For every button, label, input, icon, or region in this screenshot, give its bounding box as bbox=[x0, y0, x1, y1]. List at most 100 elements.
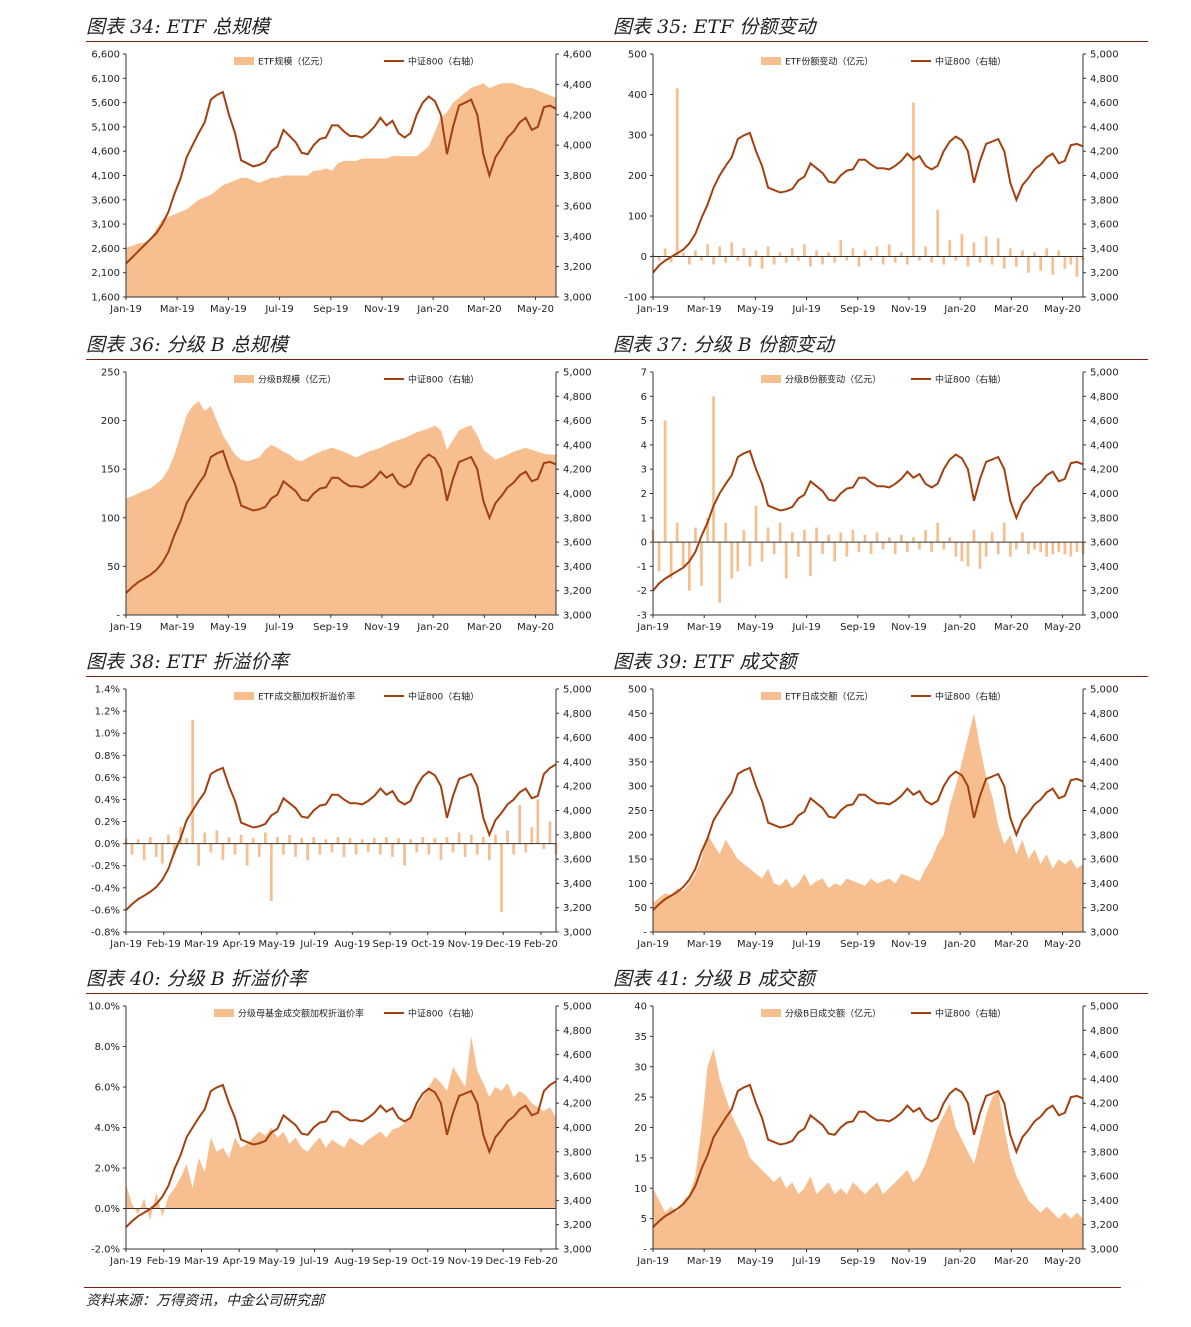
x-tick-label: May-19 bbox=[210, 304, 247, 315]
bar-mark bbox=[724, 522, 727, 543]
left-tick-label: 4,100 bbox=[91, 171, 120, 182]
left-tick-label: 15 bbox=[634, 1153, 647, 1164]
right-tick-label: 3,600 bbox=[1090, 220, 1119, 231]
right-tick-label: 4,800 bbox=[563, 392, 592, 403]
x-tick-label: Feb-20 bbox=[524, 939, 558, 950]
bar-mark bbox=[270, 843, 273, 901]
x-tick-label: May-19 bbox=[737, 304, 774, 315]
x-tick-label: May-19 bbox=[737, 1256, 774, 1267]
bar-mark bbox=[142, 843, 146, 861]
x-tick-label: Sep-19 bbox=[372, 939, 407, 950]
left-tick-label: -0.4% bbox=[91, 883, 120, 894]
title-rule bbox=[86, 676, 621, 677]
bar-mark bbox=[803, 529, 806, 543]
bar-mark bbox=[233, 843, 237, 855]
bar-mark bbox=[1045, 248, 1048, 257]
chart-panel-34: 图表 34: ETF 总规模 1,600 2,100 2,600 3,100 3,600… bbox=[86, 14, 621, 326]
bar-mark bbox=[130, 843, 134, 855]
x-tick-label: Jan-19 bbox=[636, 939, 669, 950]
bar-mark bbox=[681, 542, 685, 567]
x-tick-label: Aug-19 bbox=[334, 1256, 370, 1267]
bar-mark bbox=[536, 799, 540, 844]
bar-mark bbox=[366, 843, 370, 853]
left-tick-label: 10.0% bbox=[88, 1002, 120, 1013]
x-tick-label: Jul-19 bbox=[299, 939, 328, 950]
bar-mark bbox=[324, 839, 328, 844]
right-tick-label: 4,400 bbox=[563, 80, 592, 91]
bar-mark bbox=[264, 832, 267, 844]
chart-panel-38: 图表 38: ETF 折溢价率 -0.8% -0.6% -0.4% -0.2% 0.0%… bbox=[86, 649, 621, 961]
bar-mark bbox=[942, 256, 946, 265]
right-tick-label: 3,800 bbox=[563, 171, 592, 182]
bar-mark bbox=[784, 256, 788, 263]
bar-mark bbox=[421, 837, 425, 844]
right-tick-label: 4,000 bbox=[1090, 1123, 1119, 1134]
bar-mark bbox=[863, 534, 867, 543]
bar-mark bbox=[276, 837, 279, 844]
bar-mark bbox=[1033, 252, 1036, 257]
x-tick-label: Nov-19 bbox=[364, 622, 400, 633]
bar-mark bbox=[966, 542, 970, 567]
chart-title: 图表 36: 分级 B 总规模 bbox=[86, 334, 288, 356]
bar-mark bbox=[791, 532, 794, 543]
bar-mark bbox=[1002, 256, 1006, 269]
legend-swatch-bar bbox=[761, 692, 781, 700]
left-tick-label: -0.6% bbox=[91, 905, 120, 916]
bar-mark bbox=[148, 837, 152, 844]
bar-mark bbox=[706, 517, 709, 543]
x-tick-label: Sep-19 bbox=[372, 1256, 407, 1267]
right-tick-label: 3,200 bbox=[1090, 268, 1119, 279]
x-tick-label: Mar-19 bbox=[160, 304, 195, 315]
bar-mark bbox=[373, 838, 376, 844]
legend-label-bar: ETF规模（亿元） bbox=[258, 56, 328, 68]
left-tick-label: 0 bbox=[641, 538, 647, 549]
bar-mark bbox=[379, 843, 382, 855]
bar-mark bbox=[845, 256, 849, 261]
bar-mark bbox=[688, 542, 691, 591]
bar-mark bbox=[1009, 542, 1012, 557]
chart-etf-premium: -0.8% -0.6% -0.4% -0.2% 0.0% 0.2% 0.4% 0.6% 0.8%… bbox=[91, 685, 592, 951]
index-line bbox=[652, 766, 1084, 911]
bar-mark bbox=[996, 238, 1000, 257]
bar-mark bbox=[203, 832, 207, 844]
right-tick-label: 4,200 bbox=[563, 782, 592, 793]
x-tick-label: Mar-19 bbox=[687, 622, 722, 633]
right-tick-label: 3,200 bbox=[563, 903, 592, 914]
right-tick-label: 3,400 bbox=[1090, 1196, 1119, 1207]
x-tick-label: Mar-20 bbox=[994, 1256, 1029, 1267]
bar-mark bbox=[694, 250, 697, 257]
bar-mark bbox=[724, 256, 727, 263]
bar-mark bbox=[191, 719, 194, 844]
left-tick-label: - bbox=[643, 928, 647, 939]
bar-mark bbox=[863, 250, 867, 257]
bar-mark bbox=[881, 256, 885, 265]
bar-mark bbox=[857, 256, 861, 267]
bar-mark bbox=[385, 837, 388, 844]
bar-mark bbox=[772, 542, 776, 555]
chart-panel-37: 图表 37: 分级 B 份额变动 -3 -2 -1 0 1 2 3 4 5 6 7 3,000 3,20… bbox=[613, 332, 1148, 644]
x-tick-label: Aug-19 bbox=[334, 939, 370, 950]
right-tick-label: 4,800 bbox=[563, 709, 592, 720]
right-tick-label: 3,800 bbox=[563, 1147, 592, 1158]
legend-label-bar: 分级B日成交额（亿元） bbox=[785, 1008, 881, 1020]
x-tick-label: Nov-19 bbox=[891, 304, 927, 315]
right-tick-label: 3,200 bbox=[1090, 903, 1119, 914]
bar-mark bbox=[161, 843, 164, 864]
bar-mark bbox=[173, 843, 176, 855]
left-tick-label: 4 bbox=[641, 440, 647, 451]
bar-mark bbox=[851, 248, 855, 257]
x-tick-label: Mar-20 bbox=[467, 304, 502, 315]
bar-mark bbox=[900, 252, 903, 257]
right-tick-label: 4,200 bbox=[563, 110, 592, 121]
chart-b-share-change: -3 -2 -1 0 1 2 3 4 5 6 7 3,000 3,200 3,400 3,600 3,800 4… bbox=[636, 368, 1119, 634]
bar-mark bbox=[215, 830, 219, 844]
area-mark bbox=[126, 83, 556, 297]
bar-mark bbox=[712, 396, 715, 543]
legend-label-bar: ETF份额变动（亿元） bbox=[785, 56, 873, 68]
x-tick-label: May-19 bbox=[737, 939, 774, 950]
bar-mark bbox=[845, 542, 849, 557]
right-tick-label: 5,000 bbox=[563, 368, 592, 379]
x-tick-label: Nov-19 bbox=[448, 1256, 484, 1267]
legend-swatch-bar bbox=[234, 57, 254, 65]
bar-mark bbox=[154, 843, 158, 857]
